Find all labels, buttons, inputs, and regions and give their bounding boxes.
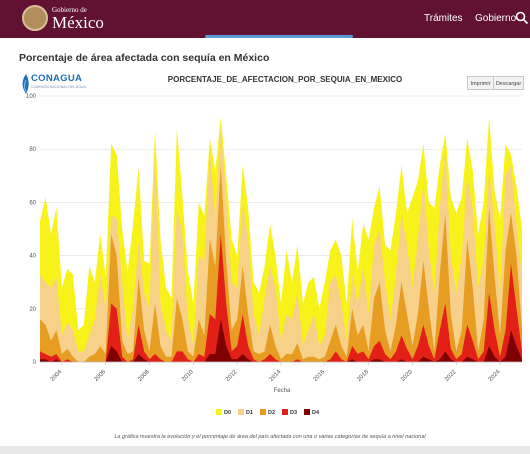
legend-swatch-d4[interactable]	[304, 409, 310, 415]
download-button[interactable]: Descargar	[493, 76, 524, 90]
legend-swatch-d2[interactable]	[260, 409, 266, 415]
y-tick-label: 100	[26, 94, 37, 100]
legend: D0 D1 D2 D3 D4	[216, 409, 320, 416]
x-tick-label: 2008	[137, 369, 151, 383]
x-tick-label: 2022	[444, 369, 458, 383]
government-seal-logo[interactable]	[22, 5, 48, 31]
nav-link-tramites[interactable]: Trámites	[424, 13, 463, 24]
legend-label-d1[interactable]: D1	[246, 410, 253, 416]
logo-name: CONAGUA	[31, 73, 83, 84]
legend-swatch-d0[interactable]	[216, 409, 222, 415]
area-layer	[40, 117, 522, 363]
y-tick-label: 20	[29, 307, 36, 313]
legend-label-d2[interactable]: D2	[268, 410, 275, 416]
x-axis-label: Fecha	[274, 388, 291, 394]
x-tick-label: 2020	[400, 369, 414, 383]
x-tick-label: 2004	[50, 369, 64, 383]
legend-label-d3[interactable]: D3	[290, 410, 297, 416]
legend-swatch-d3[interactable]	[282, 409, 288, 415]
y-tick-label: 0	[33, 360, 37, 366]
y-tick-label: 80	[29, 147, 36, 153]
x-tick-label: 2016	[313, 369, 327, 383]
x-tick-label: 2010	[181, 369, 195, 383]
top-navigation-bar: Gobierno de México Trámites Gobierno	[0, 0, 530, 38]
brand-small-text: Gobierno de	[52, 6, 87, 14]
legend-swatch-d1[interactable]	[238, 409, 244, 415]
legend-label-d4[interactable]: D4	[312, 410, 320, 416]
x-tick-label: 2014	[269, 369, 283, 383]
header-accent-bar	[205, 35, 353, 38]
chart-title: PORCENTAJE_DE_AFECTACION_POR_SEQUIA_EN_M…	[167, 75, 403, 84]
x-tick-label: 2018	[356, 369, 370, 383]
x-tick-label: 2012	[225, 369, 239, 383]
legend-label-d0[interactable]: D0	[224, 410, 231, 416]
area-series-d3	[40, 234, 522, 362]
y-tick-label: 60	[29, 200, 36, 206]
chart-caption: La gráfica muestra la evolución y el por…	[114, 434, 426, 440]
y-tick-label: 40	[29, 254, 36, 260]
area-series-d2	[40, 165, 522, 362]
brand-large-text[interactable]: México	[52, 13, 104, 32]
logo-subtitle: COMISIÓN NACIONAL DEL AGUA	[31, 85, 86, 89]
x-tick-label: 2006	[93, 369, 107, 383]
page-title: Porcentaje de área afectada con sequía e…	[19, 52, 270, 64]
footer-bar	[0, 446, 530, 454]
nav-link-gobierno[interactable]: Gobierno	[475, 13, 517, 24]
conagua-logo	[22, 74, 29, 94]
search-icon[interactable]	[515, 11, 529, 25]
x-tick-label: 2024	[488, 369, 502, 383]
